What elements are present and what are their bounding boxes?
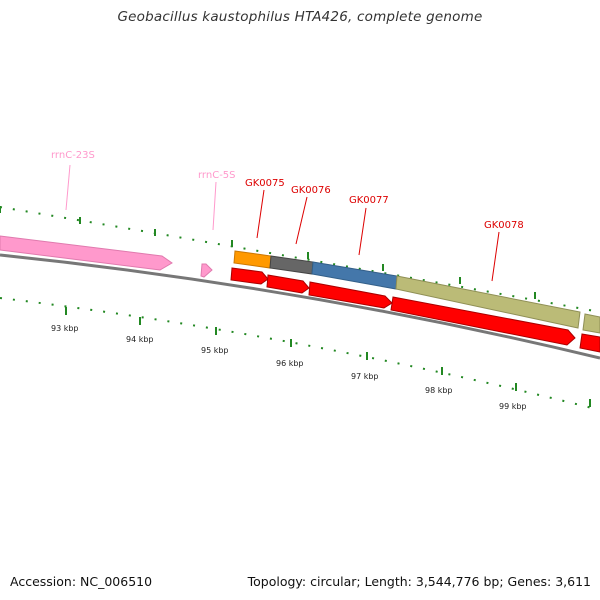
cog-gk0075[interactable] <box>233 250 272 269</box>
cog-track <box>233 250 600 334</box>
tick-label-95: 95 kbp <box>201 346 229 355</box>
label-gk0077[interactable]: GK0077 <box>349 195 389 206</box>
outer-major-ticks <box>0 206 536 299</box>
gene-gk0077[interactable] <box>308 281 393 309</box>
inner-tick-ring <box>0 297 600 411</box>
label-rrnc-23s[interactable]: rrnC-23S <box>51 150 95 161</box>
rrnc-23s-feature[interactable] <box>0 235 173 271</box>
map-title: Geobacillus kaustophilus HTA426, complet… <box>117 9 483 25</box>
inner-major-ticks <box>65 307 591 407</box>
accession-text: Accession: NC_006510 <box>10 574 153 589</box>
rrnc-5s-feature[interactable] <box>200 263 213 278</box>
gene-gk0078[interactable] <box>390 296 576 346</box>
tick-label-96: 96 kbp <box>276 359 304 368</box>
tick-label-98: 98 kbp <box>425 386 453 395</box>
tick-label-93: 93 kbp <box>51 324 79 333</box>
tick-label-97: 97 kbp <box>351 372 379 381</box>
label-rrnc-5s[interactable]: rrnC-5S <box>198 170 236 181</box>
leader-lines <box>65 164 500 282</box>
tick-label-94: 94 kbp <box>126 335 154 344</box>
tick-label-99: 99 kbp <box>499 402 527 411</box>
label-gk0076[interactable]: GK0076 <box>291 185 331 196</box>
label-gk0075[interactable]: GK0075 <box>245 178 285 189</box>
gene-track <box>230 267 600 353</box>
cog-gk0078[interactable] <box>395 275 581 329</box>
rrna-track <box>0 235 213 278</box>
kbp-labels: 93 kbp 94 kbp 95 kbp 96 kbp 97 kbp 98 kb… <box>51 324 527 411</box>
gene-gk0075[interactable] <box>230 267 269 285</box>
genome-backbone <box>0 253 600 360</box>
feature-labels: rrnC-23S rrnC-5S GK0075 GK0076 GK0077 GK… <box>51 150 524 231</box>
label-gk0078[interactable]: GK0078 <box>484 220 524 231</box>
gene-gk0076[interactable] <box>266 274 310 294</box>
genome-summary-text: Topology: circular; Length: 3,544,776 bp… <box>247 574 591 589</box>
gene-next[interactable] <box>579 333 600 353</box>
cog-next[interactable] <box>582 313 600 334</box>
cog-gk0076[interactable] <box>269 255 314 275</box>
